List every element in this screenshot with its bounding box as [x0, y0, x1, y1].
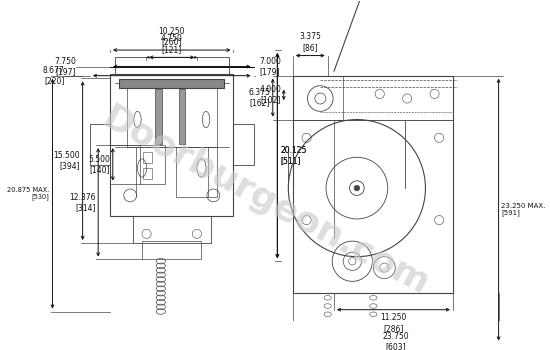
- Text: 4.750
[121]: 4.750 [121]: [161, 34, 183, 54]
- Text: 4.000
[102]: 4.000 [102]: [259, 85, 281, 105]
- Bar: [179, 89, 185, 144]
- Text: 20.875 MAX.
[530]: 20.875 MAX. [530]: [8, 187, 50, 201]
- Text: 7.000
[179]: 7.000 [179]: [259, 57, 281, 76]
- Bar: [142, 153, 152, 163]
- Text: 20.125
[511]: 20.125 [511]: [280, 146, 306, 165]
- Bar: [126, 88, 217, 147]
- Text: 23.250 MAX.
[591]: 23.250 MAX. [591]: [502, 203, 546, 216]
- Bar: [142, 168, 152, 179]
- Text: 6.375
[162]: 6.375 [162]: [248, 88, 270, 107]
- Bar: [155, 89, 162, 144]
- Bar: [177, 147, 217, 197]
- Text: 15.500
[394]: 15.500 [394]: [53, 151, 80, 170]
- Text: 10.250
[260]: 10.250 [260]: [158, 27, 185, 47]
- Text: 20.125
[511]: 20.125 [511]: [280, 146, 306, 165]
- Text: 23.750
[603]: 23.750 [603]: [382, 332, 409, 350]
- Bar: [110, 74, 233, 216]
- Bar: [90, 124, 110, 165]
- Text: 7.750
[197]: 7.750 [197]: [54, 57, 76, 76]
- Bar: [133, 216, 211, 243]
- Text: 5.500
[140]: 5.500 [140]: [88, 155, 110, 174]
- Bar: [293, 76, 343, 120]
- Circle shape: [354, 186, 360, 191]
- Bar: [293, 76, 453, 293]
- Text: 11.250
[286]: 11.250 [286]: [380, 313, 406, 333]
- Bar: [140, 145, 166, 183]
- Text: 12.376
[314]: 12.376 [314]: [69, 193, 96, 212]
- Bar: [142, 241, 201, 259]
- Bar: [293, 76, 453, 120]
- Bar: [119, 79, 224, 89]
- Text: 3.375
[86]: 3.375 [86]: [299, 33, 321, 52]
- Text: Doorburgeon.com: Doorburgeon.com: [96, 101, 434, 302]
- Bar: [114, 57, 229, 74]
- Text: 8.677
[220]: 8.677 [220]: [42, 66, 64, 85]
- Bar: [233, 124, 254, 165]
